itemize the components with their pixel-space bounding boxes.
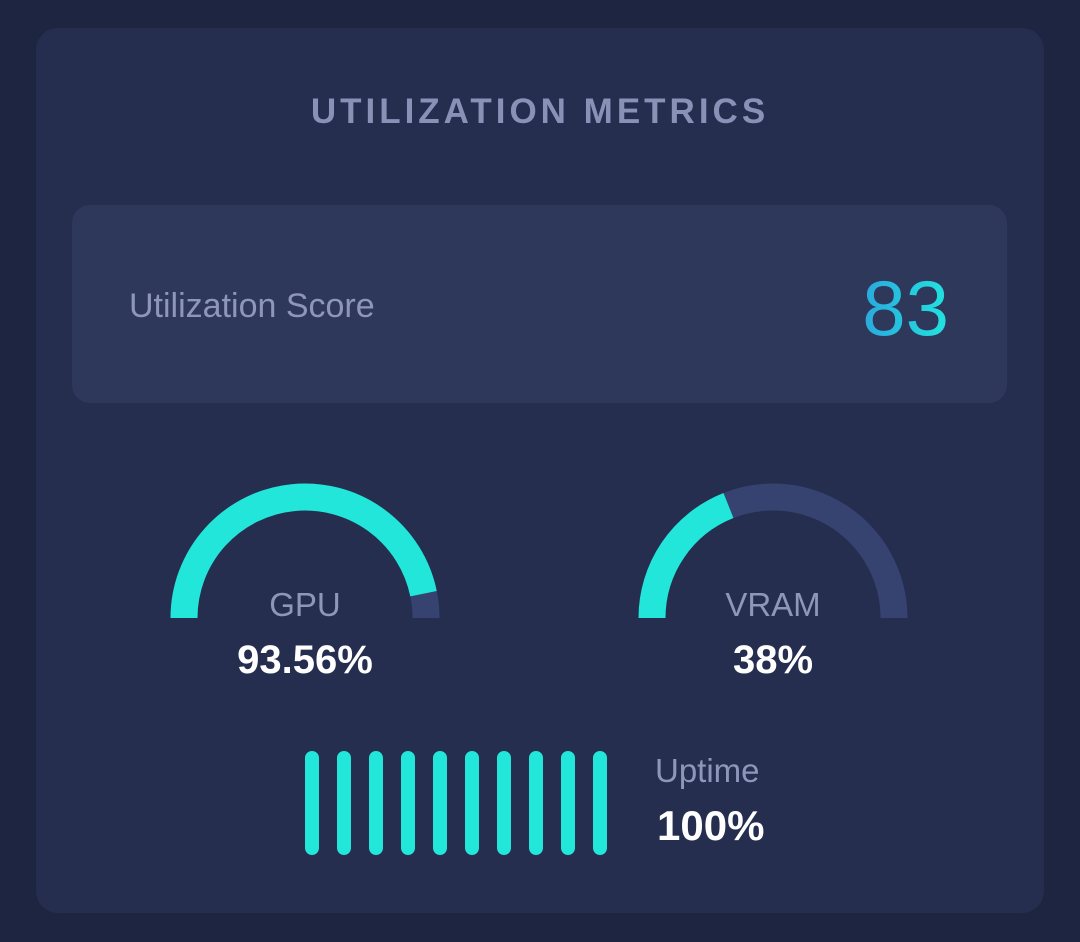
uptime-bar — [337, 751, 351, 855]
utilization-score-value: 83 — [862, 264, 949, 352]
uptime-bar — [561, 751, 575, 855]
uptime-value: 100% — [657, 802, 765, 849]
vram-gauge-label: VRAM — [725, 586, 821, 623]
utilization-score-label: Utilization Score — [129, 287, 375, 325]
uptime-bar — [529, 751, 543, 855]
gpu-gauge-chart — [170, 483, 440, 619]
gpu-gauge-label: GPU — [269, 586, 341, 623]
gpu-gauge: GPU 93.56% — [160, 470, 450, 690]
uptime-bar — [465, 751, 479, 855]
uptime-bar — [497, 751, 511, 855]
vram-gauge-chart — [638, 483, 908, 619]
gpu-gauge-value: 93.56% — [237, 638, 373, 682]
vram-gauge: VRAM 38% — [628, 470, 918, 690]
uptime-bar — [593, 751, 607, 855]
utilization-score-panel: Utilization Score 83 — [72, 205, 1007, 403]
card-title: UTILIZATION METRICS — [310, 92, 770, 131]
vram-gauge-fill — [638, 492, 734, 619]
uptime-bar — [433, 751, 447, 855]
uptime-bars — [305, 751, 615, 855]
uptime-bar — [305, 751, 319, 855]
vram-gauge-value: 38% — [732, 638, 814, 682]
uptime-bar — [401, 751, 415, 855]
gpu-gauge-fill — [170, 483, 437, 619]
uptime-label: Uptime — [655, 752, 760, 789]
uptime-bar — [369, 751, 383, 855]
